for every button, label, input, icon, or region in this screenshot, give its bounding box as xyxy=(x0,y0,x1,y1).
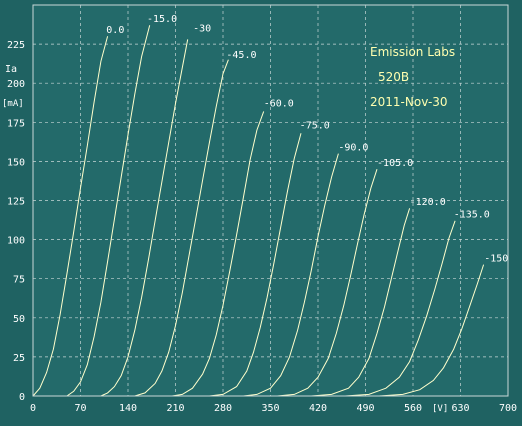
curve-labels: 0.0 -15.0 -30 -45.0 -60.0 -75.0 -90.0 -105.0 -12… xyxy=(106,14,508,264)
chart-subtitle: 520B xyxy=(378,70,409,84)
curve-line xyxy=(66,25,151,397)
x-tick-label: 350 xyxy=(261,403,279,414)
chart-date: 2011-Nov-30 xyxy=(370,95,448,109)
x-tick-label: 140 xyxy=(119,403,137,414)
y-tick-label: 150 xyxy=(7,157,25,168)
curve-label: -60.0 xyxy=(264,99,294,110)
curve-line xyxy=(172,111,265,397)
curve-label: -90.0 xyxy=(338,142,368,153)
curve-line xyxy=(209,133,302,397)
curve-line xyxy=(277,169,378,397)
y-tick-label: 225 xyxy=(7,40,25,51)
curve-label: -75.0 xyxy=(300,121,330,132)
x-tick-label: 210 xyxy=(166,403,184,414)
x-tick-label: 420 xyxy=(309,403,327,414)
chart-title: Emission Labs xyxy=(370,45,455,59)
curve-label: -120.0 xyxy=(410,197,446,208)
curve-line xyxy=(243,153,339,397)
y-axis-unit: [mA] xyxy=(2,99,24,109)
y-tick-label: 175 xyxy=(7,118,25,129)
curve-label: -15.0 xyxy=(147,14,177,25)
curves xyxy=(32,25,485,397)
tick-labels: 0 70 140 210 280 350 420 490 560 630 700 0 25 50 75 100… xyxy=(7,40,517,414)
x-tick-label: 280 xyxy=(214,403,232,414)
y-tick-label: 25 xyxy=(13,353,25,364)
y-tick-label: 125 xyxy=(7,197,25,208)
x-tick-label: 700 xyxy=(499,403,517,414)
x-axis-label: [V] xyxy=(432,404,448,414)
plot-frame xyxy=(32,4,509,397)
curve-line xyxy=(345,220,456,397)
curve-label: -30 xyxy=(193,24,211,35)
curve-line xyxy=(311,208,411,397)
curve-label: -150 xyxy=(484,253,508,264)
curve-label: -45.0 xyxy=(226,50,256,61)
x-tick-label: 490 xyxy=(356,403,374,414)
y-tick-label: 75 xyxy=(13,275,25,286)
y-tick-label: 100 xyxy=(7,236,25,247)
x-tick-label: 0 xyxy=(30,403,36,414)
grid xyxy=(33,5,508,396)
curve-label: 0.0 xyxy=(106,25,124,36)
x-tick-label: 560 xyxy=(404,403,422,414)
curve-label: -105.0 xyxy=(377,158,413,169)
curve-line xyxy=(134,59,229,397)
y-tick-label: 50 xyxy=(13,314,25,325)
x-tick-label: 70 xyxy=(74,403,86,414)
x-tick-label: 630 xyxy=(451,403,469,414)
curve-line xyxy=(379,264,485,397)
y-axis-label: Ia xyxy=(5,64,17,75)
y-tick-label: 200 xyxy=(7,79,25,90)
curve-line xyxy=(32,36,109,397)
curve-line xyxy=(100,39,189,397)
curve-label: -135.0 xyxy=(454,210,490,221)
y-tick-label: 0 xyxy=(19,392,25,403)
